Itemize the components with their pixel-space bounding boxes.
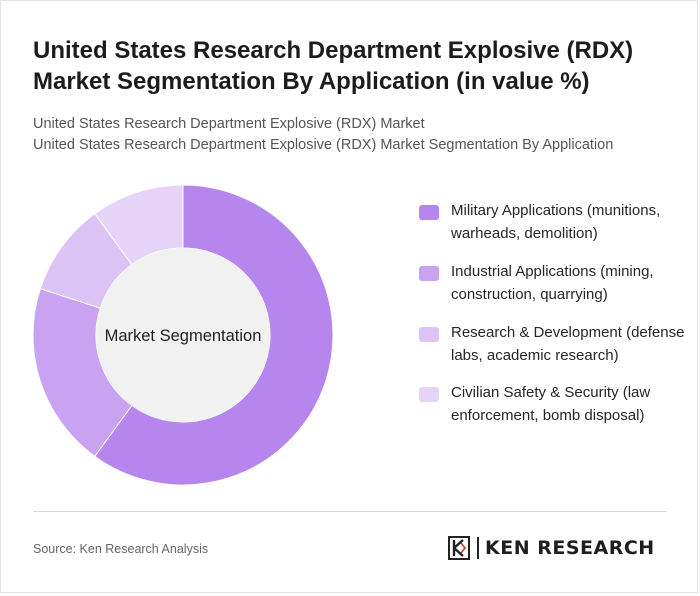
legend-label-industrial: Industrial Applications (mining, constru… bbox=[451, 263, 654, 303]
legend-label-civilian: Civilian Safety & Security (law enforcem… bbox=[451, 384, 651, 424]
legend-swatch-research bbox=[419, 327, 439, 342]
ken-research-logo: KEN RESEARCH bbox=[448, 536, 655, 560]
legend-label-military: Military Applications (munitions, warhea… bbox=[451, 202, 661, 242]
legend-label-research: Research & Development (defense labs, ac… bbox=[451, 324, 685, 364]
chart-subtitle: United States Research Department Explos… bbox=[33, 114, 683, 156]
legend-item-civilian: Civilian Safety & Security (law enforcem… bbox=[419, 382, 689, 427]
source-note: Source: Ken Research Analysis bbox=[33, 542, 209, 556]
donut-slices bbox=[32, 184, 334, 486]
ken-research-logo-icon bbox=[448, 536, 470, 560]
footer-divider bbox=[33, 511, 667, 512]
legend-swatch-civilian bbox=[419, 387, 439, 402]
legend-swatch-industrial bbox=[419, 266, 439, 281]
donut-center-label: Market Segmentation bbox=[105, 327, 262, 345]
donut-hole bbox=[96, 248, 270, 422]
logo-wordmark: KEN RESEARCH bbox=[485, 537, 655, 559]
logo-separator bbox=[477, 537, 479, 559]
legend-item-research: Research & Development (defense labs, ac… bbox=[419, 322, 689, 367]
subtitle-line-1: United States Research Department Explos… bbox=[33, 116, 425, 132]
legend-item-military: Military Applications (munitions, warhea… bbox=[419, 200, 689, 245]
subtitle-line-2: United States Research Department Explos… bbox=[33, 137, 614, 153]
legend-swatch-military bbox=[419, 205, 439, 220]
chart-legend: Military Applications (munitions, warhea… bbox=[419, 200, 689, 443]
legend-item-industrial: Industrial Applications (mining, constru… bbox=[419, 261, 689, 306]
chart-title: United States Research Department Explos… bbox=[33, 37, 634, 95]
